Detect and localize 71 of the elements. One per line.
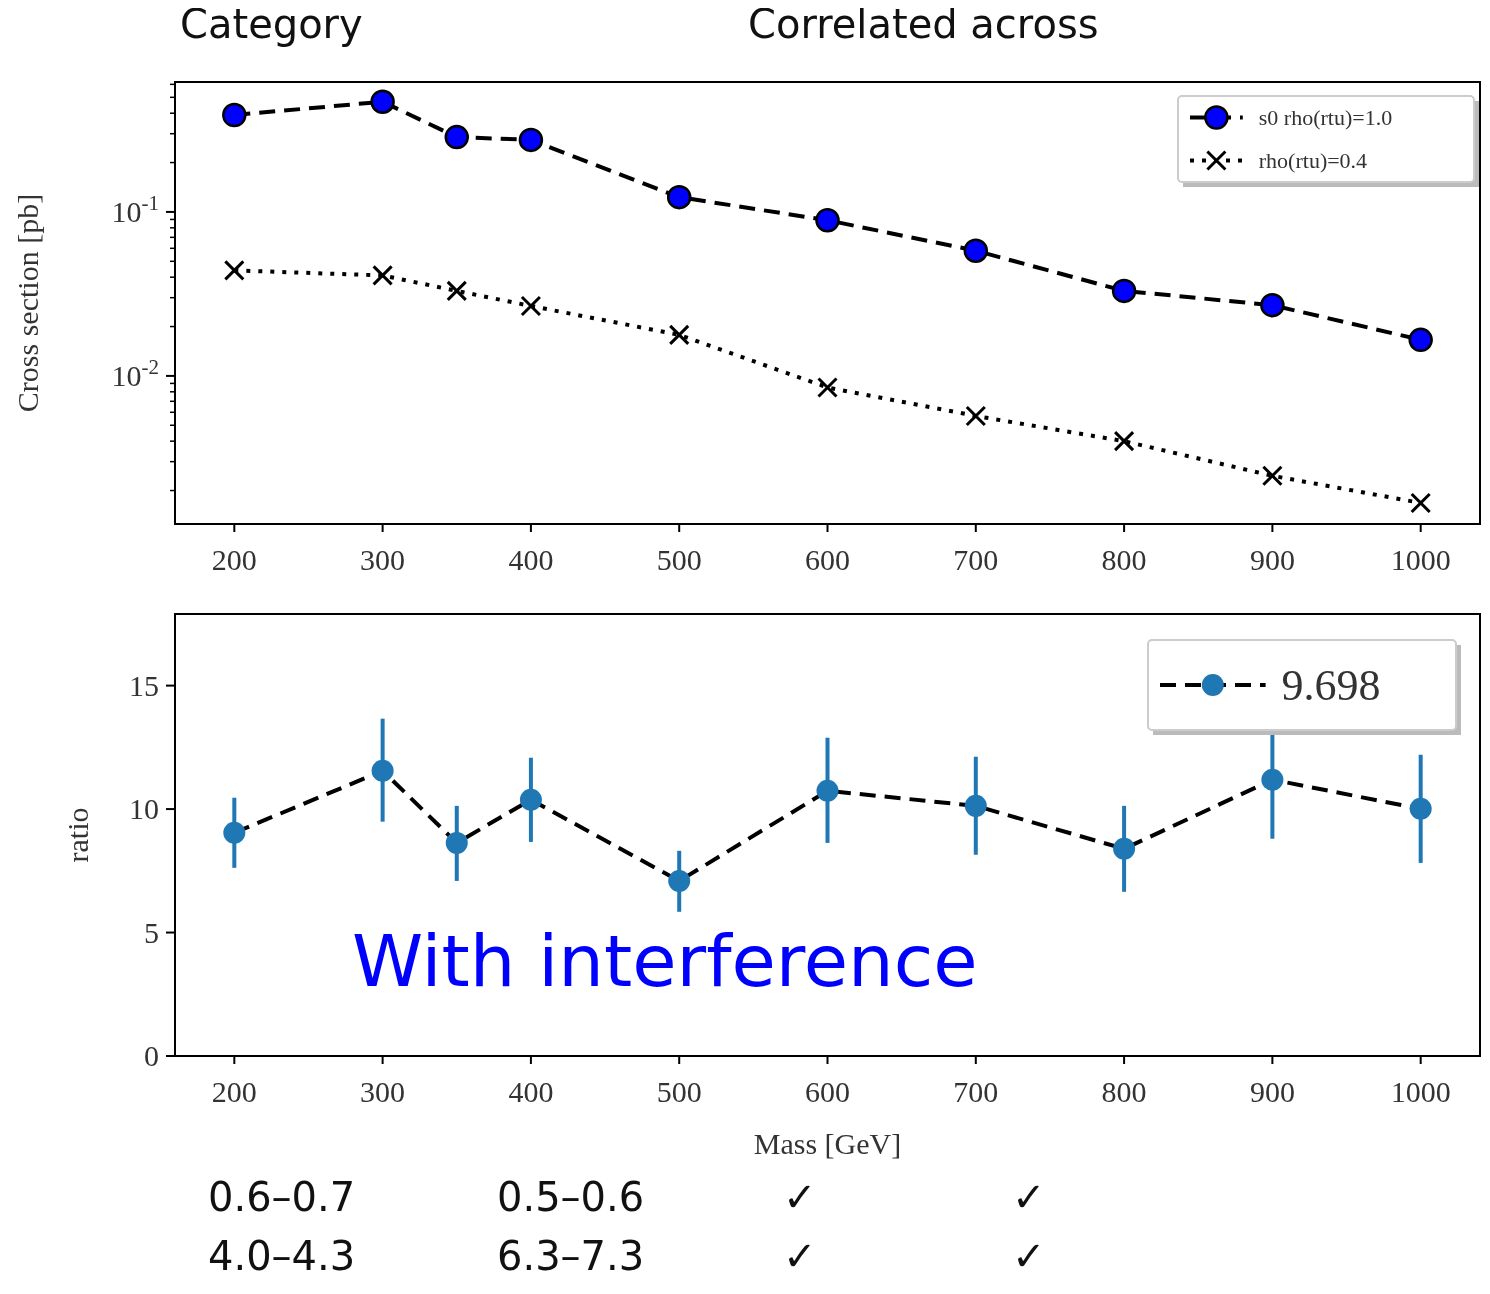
point xyxy=(1260,292,1285,318)
y-tick-label: 0 xyxy=(144,1039,159,1072)
x-axis-title: Mass [GeV] xyxy=(753,1127,902,1160)
point xyxy=(1111,278,1137,304)
legend-label: s0 rho(rtu)=1.0 xyxy=(1258,105,1393,131)
text: Category xyxy=(180,1,363,47)
point xyxy=(372,264,394,286)
point xyxy=(1408,327,1433,353)
x-tick-label: 200 xyxy=(211,543,257,576)
x-tick-label: 1000 xyxy=(1390,1075,1451,1108)
x-tick-label: 300 xyxy=(360,543,406,576)
point xyxy=(520,295,542,317)
y-tick-label: 10$^{-2}$ xyxy=(111,354,159,392)
point xyxy=(223,259,245,281)
x-tick-label: 200 xyxy=(211,1075,257,1108)
point xyxy=(1409,797,1432,820)
point xyxy=(965,405,987,427)
x-tick-label: 900 xyxy=(1249,1075,1295,1108)
y-axis-title: Cross section [pb] xyxy=(11,193,44,413)
point xyxy=(964,794,987,817)
text: 4.0–4.3 xyxy=(208,1233,356,1279)
x-tick-label: 1000 xyxy=(1390,543,1451,576)
point xyxy=(1261,768,1284,791)
y-tick-label: 15 xyxy=(129,668,159,702)
x-tick-label: 600 xyxy=(805,543,850,576)
text: Correlated across xyxy=(748,1,1099,47)
point xyxy=(370,89,395,114)
point xyxy=(817,376,838,398)
x-tick-label: 800 xyxy=(1101,543,1147,576)
point xyxy=(371,759,394,782)
point xyxy=(963,238,989,263)
point xyxy=(815,207,840,233)
x-tick-label: 400 xyxy=(508,1075,554,1108)
legend-label: 9.698 xyxy=(1281,661,1381,711)
text: 0.6–0.7 xyxy=(208,1174,356,1220)
text: ✓ xyxy=(1012,1233,1046,1279)
point xyxy=(816,779,839,802)
x-tick-label: 700 xyxy=(953,543,999,576)
point xyxy=(1113,430,1135,452)
x-tick-label: 800 xyxy=(1101,1075,1147,1108)
legend-label: rho(rtu)=0.4 xyxy=(1258,148,1368,174)
y-axis-title: ratio xyxy=(61,807,94,863)
point xyxy=(223,821,246,844)
x-tick-label: 500 xyxy=(656,1075,702,1108)
point xyxy=(668,869,691,892)
y-tick-label: 5 xyxy=(144,915,159,949)
annotation: With interference xyxy=(352,919,978,1003)
point xyxy=(668,324,690,346)
y-tick-label: 10 xyxy=(129,792,159,826)
text: ✓ xyxy=(783,1174,817,1220)
x-tick-label: 500 xyxy=(656,543,702,576)
y-tick-label: 10$^{-1}$ xyxy=(111,190,159,228)
point xyxy=(222,102,247,128)
x-tick-label: 900 xyxy=(1249,543,1295,576)
text: 0.5–0.6 xyxy=(497,1174,645,1220)
point xyxy=(518,127,544,153)
x-tick-label: 300 xyxy=(360,1075,406,1108)
x-tick-label: 700 xyxy=(953,1075,999,1108)
text: ✓ xyxy=(783,1233,817,1279)
point xyxy=(666,184,692,210)
point xyxy=(1410,492,1432,514)
point xyxy=(1261,465,1283,487)
x-tick-label: 400 xyxy=(508,543,554,576)
text: ✓ xyxy=(1012,1174,1046,1220)
point xyxy=(519,788,542,811)
x-tick-label: 600 xyxy=(805,1075,850,1108)
point xyxy=(444,124,470,150)
text: 6.3–7.3 xyxy=(497,1233,645,1279)
point xyxy=(445,831,468,854)
point xyxy=(1113,837,1136,860)
point xyxy=(446,280,468,302)
